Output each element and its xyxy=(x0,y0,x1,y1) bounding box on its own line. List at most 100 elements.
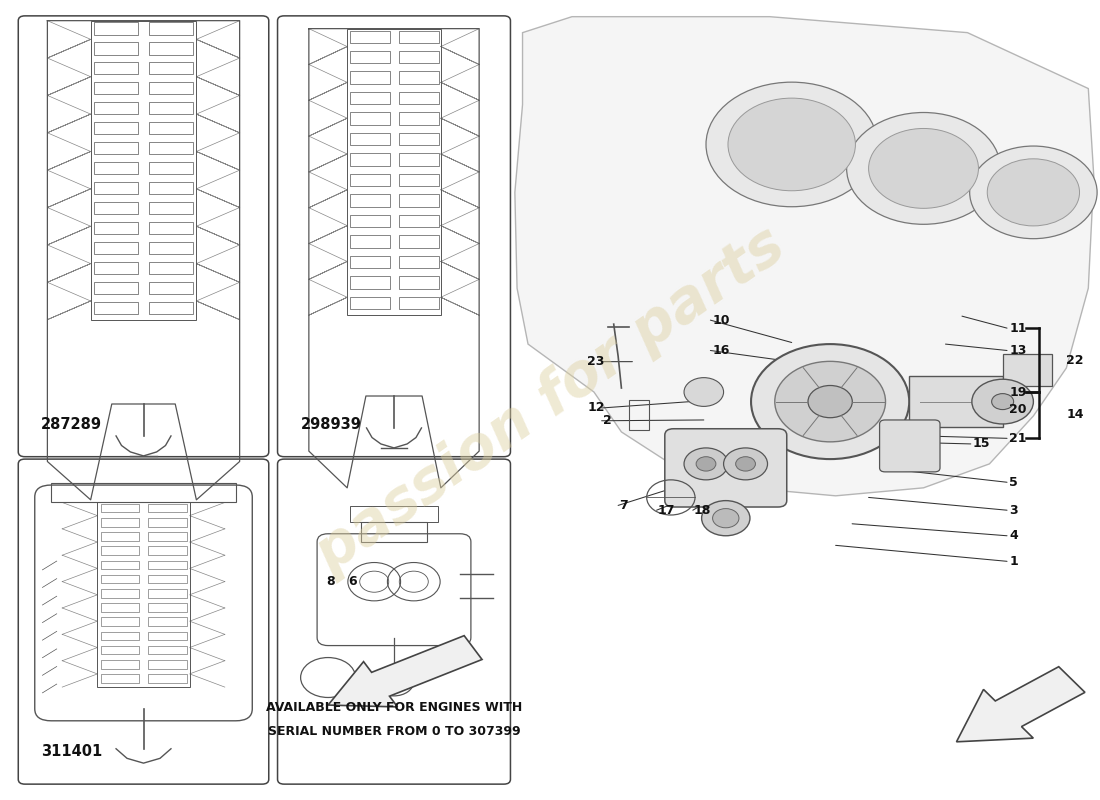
Bar xyxy=(148,22,194,34)
Text: 15: 15 xyxy=(974,438,990,450)
Bar xyxy=(147,575,187,583)
Circle shape xyxy=(987,159,1079,226)
Bar xyxy=(148,162,194,174)
Text: 8: 8 xyxy=(326,574,334,588)
Circle shape xyxy=(728,98,856,190)
Text: 10: 10 xyxy=(713,314,730,326)
Bar xyxy=(399,214,439,227)
Bar xyxy=(52,483,235,502)
Bar xyxy=(101,618,140,626)
Bar xyxy=(147,674,187,683)
Bar xyxy=(94,42,139,54)
Bar xyxy=(399,71,439,84)
Bar xyxy=(101,632,140,640)
Bar xyxy=(147,618,187,626)
Bar xyxy=(94,82,139,94)
Bar xyxy=(399,92,439,104)
Bar xyxy=(94,142,139,154)
Bar xyxy=(101,589,140,598)
Bar xyxy=(94,122,139,134)
Bar xyxy=(148,222,194,234)
Bar xyxy=(94,182,139,194)
Bar xyxy=(351,214,389,227)
Text: 7: 7 xyxy=(619,499,628,512)
Bar xyxy=(399,256,439,268)
Bar xyxy=(351,51,389,63)
Bar xyxy=(399,113,439,125)
Bar xyxy=(94,102,139,114)
Bar xyxy=(148,122,194,134)
Circle shape xyxy=(736,457,756,471)
Bar xyxy=(399,297,439,309)
Text: 22: 22 xyxy=(1066,354,1083,366)
FancyBboxPatch shape xyxy=(664,429,786,507)
Bar xyxy=(94,62,139,74)
Bar xyxy=(399,276,439,289)
Circle shape xyxy=(869,129,979,208)
Bar xyxy=(101,660,140,669)
Text: 298939: 298939 xyxy=(300,417,362,432)
Text: passion for parts: passion for parts xyxy=(305,216,795,584)
Text: 21: 21 xyxy=(1009,432,1026,445)
Bar xyxy=(147,532,187,541)
Text: 13: 13 xyxy=(1009,344,1026,357)
Text: 16: 16 xyxy=(713,344,730,357)
Text: 6: 6 xyxy=(348,574,356,588)
Text: 4: 4 xyxy=(1009,530,1018,542)
Bar xyxy=(351,71,389,84)
Text: 5: 5 xyxy=(1009,476,1018,489)
Bar xyxy=(148,262,194,274)
Circle shape xyxy=(684,448,728,480)
Bar xyxy=(399,30,439,43)
Text: 12: 12 xyxy=(587,402,605,414)
Bar xyxy=(148,42,194,54)
Bar xyxy=(351,276,389,289)
Text: 20: 20 xyxy=(1009,403,1026,416)
Text: 19: 19 xyxy=(1009,386,1026,398)
Circle shape xyxy=(774,362,886,442)
Circle shape xyxy=(724,448,768,480)
Bar xyxy=(94,242,139,254)
Bar xyxy=(399,194,439,206)
Text: 1: 1 xyxy=(1009,555,1018,568)
Bar xyxy=(351,297,389,309)
Bar xyxy=(399,133,439,146)
Circle shape xyxy=(706,82,878,206)
Text: 18: 18 xyxy=(694,504,712,517)
Bar xyxy=(147,504,187,513)
Bar xyxy=(399,154,439,166)
Bar xyxy=(351,30,389,43)
Bar xyxy=(101,674,140,683)
Circle shape xyxy=(991,394,1013,410)
Bar xyxy=(94,202,139,214)
Bar xyxy=(101,603,140,612)
Bar xyxy=(351,113,389,125)
Circle shape xyxy=(696,457,716,471)
Bar xyxy=(147,632,187,640)
Bar xyxy=(101,561,140,570)
Bar xyxy=(101,532,140,541)
Bar xyxy=(399,235,439,248)
Bar xyxy=(1002,354,1052,386)
Bar xyxy=(147,603,187,612)
Bar xyxy=(350,506,438,522)
Bar xyxy=(94,282,139,294)
Circle shape xyxy=(970,146,1097,238)
Bar xyxy=(148,102,194,114)
Circle shape xyxy=(713,509,739,528)
Circle shape xyxy=(972,379,1033,424)
Bar xyxy=(94,162,139,174)
Circle shape xyxy=(684,378,724,406)
Bar xyxy=(361,522,427,542)
Polygon shape xyxy=(515,17,1093,496)
Circle shape xyxy=(808,386,852,418)
Bar xyxy=(348,29,441,315)
Bar xyxy=(101,646,140,654)
Bar xyxy=(399,174,439,186)
Bar xyxy=(399,51,439,63)
Bar xyxy=(94,222,139,234)
Bar xyxy=(101,575,140,583)
Bar xyxy=(910,376,1002,427)
Circle shape xyxy=(847,113,1000,224)
Bar xyxy=(351,154,389,166)
